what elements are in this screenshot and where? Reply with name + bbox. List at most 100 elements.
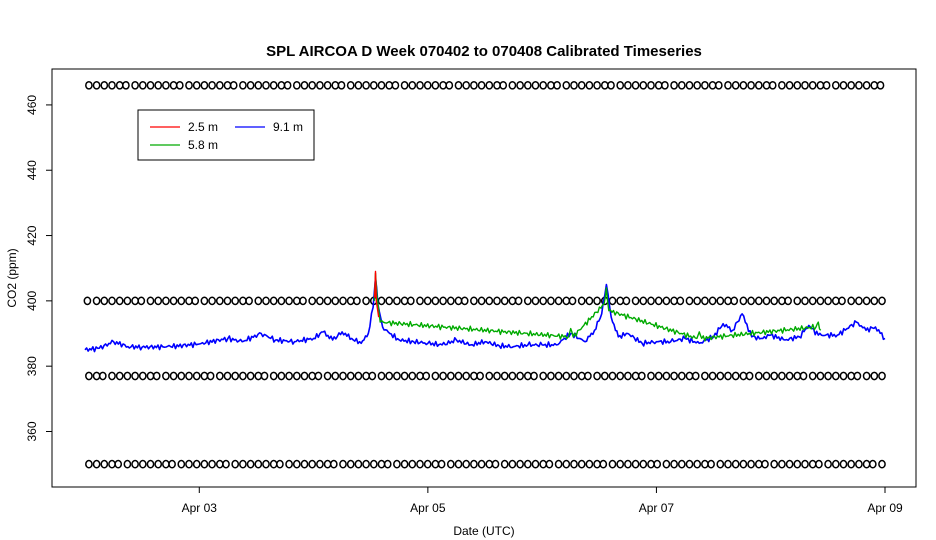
marker-point	[585, 80, 594, 90]
marker-point	[516, 80, 524, 90]
marker-point	[639, 296, 648, 306]
marker-point	[308, 80, 317, 90]
marker-point	[138, 459, 147, 469]
marker-point	[108, 371, 116, 381]
marker-point	[470, 296, 478, 306]
marker-point	[716, 371, 725, 381]
marker-point	[554, 459, 563, 469]
marker-point	[624, 80, 632, 90]
marker-point	[339, 296, 347, 306]
y-tick-label: 360	[25, 421, 39, 441]
marker-point	[716, 459, 725, 469]
marker-point	[508, 296, 517, 306]
marker-point	[778, 296, 786, 306]
marker-point	[639, 459, 648, 469]
marker-point	[754, 371, 763, 381]
marker-point	[377, 371, 386, 381]
marker-point	[793, 296, 802, 306]
marker-point	[661, 80, 669, 90]
marker-point	[254, 459, 263, 469]
marker-point	[770, 459, 779, 469]
marker-point	[847, 80, 856, 90]
marker-point	[339, 371, 347, 381]
marker-point	[739, 80, 748, 90]
marker-point	[676, 296, 685, 306]
marker-point	[208, 80, 216, 90]
marker-point	[670, 80, 678, 90]
marker-point	[799, 371, 808, 381]
marker-point	[701, 80, 709, 90]
marker-point	[862, 80, 871, 90]
marker-point	[508, 371, 517, 381]
marker-point	[500, 371, 509, 381]
marker-point	[853, 371, 862, 381]
marker-point	[808, 80, 817, 90]
marker-point	[793, 371, 802, 381]
marker-point	[154, 296, 163, 306]
marker-point	[185, 80, 193, 90]
marker-point	[624, 459, 632, 469]
marker-point	[439, 371, 447, 381]
marker-point	[608, 296, 617, 306]
marker-point	[339, 459, 347, 469]
plot-frame	[51, 68, 917, 488]
marker-point	[400, 459, 409, 469]
marker-point	[693, 296, 702, 306]
marker-point	[539, 296, 548, 306]
marker-point	[523, 459, 532, 469]
marker-point	[577, 459, 586, 469]
marker-point	[316, 296, 324, 306]
marker-point	[115, 296, 124, 306]
marker-point	[547, 371, 555, 381]
marker-point	[185, 371, 193, 381]
marker-point	[839, 80, 848, 90]
marker-point	[462, 459, 471, 469]
marker-point	[654, 296, 663, 306]
marker-point	[531, 296, 540, 306]
marker-point	[847, 371, 856, 381]
marker-point	[245, 296, 253, 306]
marker-point	[115, 371, 124, 381]
marker-point	[292, 296, 301, 306]
x-axis-label: Date (UTC)	[453, 524, 514, 538]
marker-point	[85, 371, 93, 381]
marker-point	[539, 459, 548, 469]
marker-point	[878, 459, 886, 469]
marker-point	[577, 80, 586, 90]
marker-point	[308, 459, 317, 469]
marker-point	[523, 80, 532, 90]
marker-point	[269, 296, 278, 306]
marker-point	[215, 371, 224, 381]
marker-point	[262, 296, 270, 306]
marker-point	[131, 296, 139, 306]
marker-point	[100, 80, 109, 90]
marker-point	[246, 371, 255, 381]
marker-point	[354, 371, 363, 381]
marker-point	[185, 459, 193, 469]
marker-point	[508, 459, 517, 469]
marker-point	[708, 371, 717, 381]
marker-point	[793, 459, 802, 469]
marker-point	[608, 459, 617, 469]
marker-point	[493, 296, 501, 306]
marker-point	[816, 296, 825, 306]
marker-point	[855, 296, 863, 306]
marker-point	[677, 371, 686, 381]
marker-point	[647, 80, 655, 90]
marker-point	[114, 459, 123, 469]
marker-point	[801, 80, 809, 90]
marker-point	[446, 296, 455, 306]
marker-point	[239, 296, 247, 306]
marker-point	[123, 459, 132, 469]
marker-point	[499, 80, 508, 90]
marker-point	[824, 296, 832, 306]
marker-point	[269, 459, 278, 469]
marker-point	[215, 459, 224, 469]
marker-point	[562, 296, 571, 306]
marker-point	[637, 371, 646, 381]
marker-point	[562, 459, 571, 469]
marker-point	[346, 459, 355, 469]
legend-label: 2.5 m	[188, 120, 218, 134]
marker-point	[416, 371, 424, 381]
